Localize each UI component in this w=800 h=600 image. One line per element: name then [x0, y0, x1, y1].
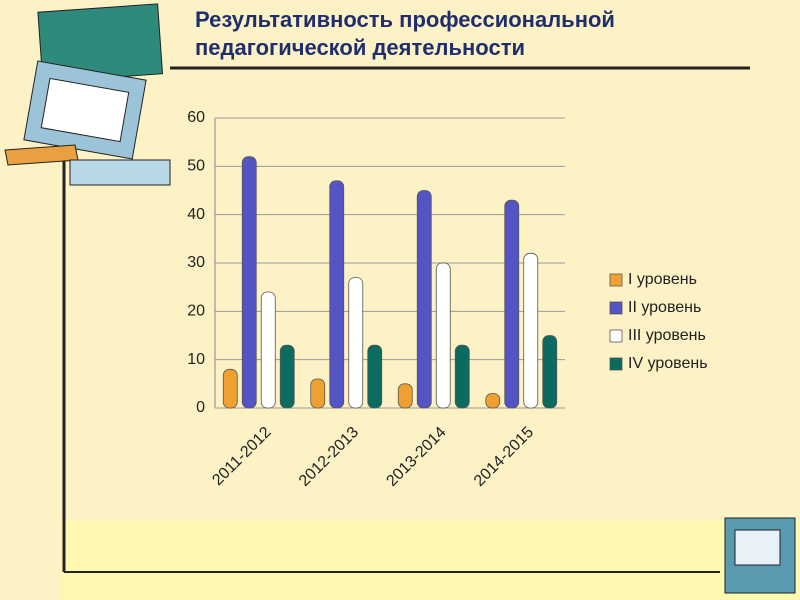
legend-label: III уровень	[628, 327, 706, 344]
y-tick-label: 60	[187, 109, 205, 126]
legend-swatch	[609, 357, 623, 371]
bar	[435, 262, 451, 409]
bar	[504, 199, 520, 409]
legend-swatch	[609, 301, 623, 315]
footer-band	[62, 520, 800, 600]
legend-label: IV уровень	[628, 355, 708, 372]
bar	[542, 335, 558, 409]
bar	[260, 291, 276, 409]
legend-swatch	[609, 273, 623, 287]
y-tick-label: 50	[187, 158, 205, 175]
x-tick-label: 2013-2014	[383, 424, 449, 490]
bar	[329, 180, 345, 409]
y-tick-label: 0	[196, 399, 205, 416]
slide-title: Результативность профессиональной педаго…	[195, 7, 615, 60]
clipart	[4, 3, 796, 594]
bar	[485, 393, 501, 409]
legend-label: I уровень	[628, 271, 697, 288]
bar	[241, 156, 257, 409]
bar	[523, 252, 539, 409]
x-tick-label: 2012-2013	[296, 424, 362, 490]
bar	[310, 378, 326, 409]
x-tick-label: 2011-2012	[209, 424, 274, 489]
legend-label: II уровень	[628, 299, 701, 316]
bar	[397, 383, 413, 409]
y-tick-label: 30	[187, 254, 205, 271]
x-tick-label: 2014-2015	[471, 424, 537, 490]
y-tick-label: 40	[187, 206, 205, 223]
bar	[416, 190, 432, 409]
bar	[454, 344, 470, 409]
bar	[279, 344, 295, 409]
y-tick-label: 20	[187, 303, 205, 320]
legend-swatch	[609, 329, 623, 343]
bar	[222, 368, 238, 409]
y-tick-label: 10	[187, 351, 205, 368]
bar	[367, 344, 383, 409]
bar	[348, 277, 364, 409]
